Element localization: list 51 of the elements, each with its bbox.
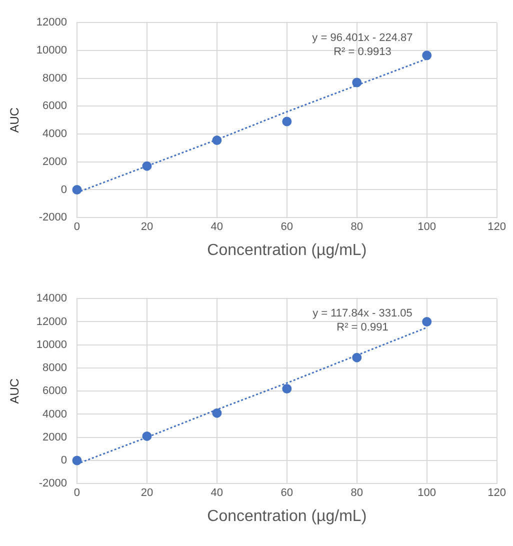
y-tick-label: -2000 [38, 212, 67, 224]
y-tick-label: 12000 [36, 16, 67, 29]
y-tick-label: 0 [60, 184, 67, 196]
y-axis-title: AUC [8, 107, 22, 133]
annotation: y = 96.401x - 224.87 [312, 32, 413, 44]
y-tick-label: 8000 [42, 362, 67, 374]
y-axis-title: AUC [8, 378, 22, 404]
annotation: R² = 0.991 [336, 321, 388, 334]
annotation: R² = 0.9913 [334, 46, 392, 58]
point [282, 384, 292, 394]
point [282, 116, 292, 126]
y-tick-label: 6000 [42, 385, 67, 398]
point [422, 316, 432, 326]
x-tick-label: 40 [210, 487, 224, 500]
x-tick-label: 120 [488, 221, 506, 234]
point [142, 431, 152, 441]
y-tick-label: 12000 [36, 316, 67, 328]
annotation: y = 117.84x - 331.05 [312, 307, 412, 320]
y-tick-label: 4000 [42, 128, 67, 140]
x-tick-label: 20 [140, 221, 154, 234]
x-tick-label: 80 [350, 221, 364, 234]
x-tick-label: 0 [74, 487, 80, 500]
y-tick-label: 4000 [42, 408, 67, 420]
y-tick-label: -2000 [38, 478, 67, 490]
x-tick-label: 60 [280, 221, 294, 234]
y-tick-label: 8000 [42, 72, 67, 84]
x-axis-title: Concentration (µg/mL) [207, 508, 367, 525]
point [212, 408, 222, 418]
x-tick-label: 60 [280, 487, 294, 500]
y-tick-label: 0 [60, 454, 67, 467]
y-tick-label: 2000 [42, 156, 67, 168]
point [212, 136, 222, 146]
x-tick-label: 100 [418, 487, 436, 500]
x-tick-label: 100 [418, 221, 436, 234]
point [352, 78, 362, 88]
x-tick-label: 40 [210, 221, 224, 234]
y-tick-label: 10000 [36, 338, 67, 351]
point [72, 184, 82, 194]
y-tick-label: 10000 [36, 44, 67, 56]
point [422, 50, 432, 60]
x-tick-label: 20 [140, 487, 154, 500]
x-axis-title: Concentration (µg/mL) [207, 242, 367, 259]
x-tick-label: 0 [74, 221, 80, 234]
x-tick-label: 80 [350, 487, 364, 500]
y-tick-label: 14000 [36, 292, 67, 305]
point [72, 456, 82, 466]
y-tick-label: 2000 [42, 431, 67, 444]
point [352, 352, 362, 362]
point [142, 161, 152, 171]
y-tick-label: 6000 [42, 100, 67, 112]
x-tick-label: 120 [488, 487, 506, 500]
